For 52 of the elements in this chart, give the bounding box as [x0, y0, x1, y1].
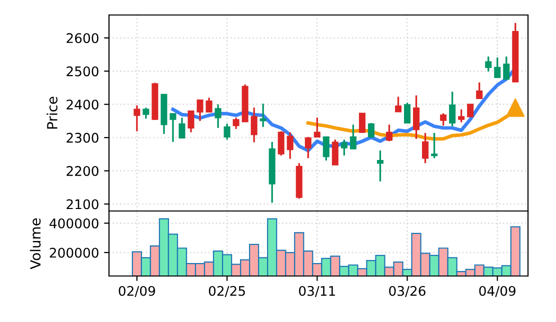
candlestick [386, 124, 392, 142]
candlestick [358, 112, 366, 134]
candlestick [404, 102, 411, 124]
y-axis-title: Volume [30, 218, 41, 270]
y-tick-label: 200000 [50, 248, 98, 258]
candlestick [440, 112, 447, 126]
candlestick [206, 96, 212, 113]
x-tick-label: 02/25 [208, 286, 245, 297]
candlestick [196, 99, 204, 122]
y-tick-label: 2300 [66, 132, 98, 143]
candlestick [413, 94, 420, 140]
candlestick [134, 104, 140, 132]
y-tick-label: 2500 [66, 66, 98, 76]
x-tick-label: 04/09 [479, 286, 516, 297]
candlestick [224, 122, 230, 140]
candlestick [304, 136, 312, 160]
candlestick [178, 116, 186, 139]
candlestick [431, 132, 438, 160]
candlestick [286, 131, 294, 160]
candlestick [485, 56, 492, 72]
x-tick-label: 02/09 [118, 286, 156, 297]
candlestick [340, 138, 348, 156]
candlestick [449, 90, 456, 128]
candlestick [142, 106, 150, 120]
y-tick-label: 2100 [66, 199, 98, 210]
y-tick-label: 2400 [66, 100, 98, 110]
candlestick [458, 108, 465, 124]
candlestick [250, 106, 258, 144]
candlestick [188, 110, 194, 134]
candlestick [394, 96, 402, 113]
candlestick [232, 116, 240, 130]
candlestick [278, 130, 284, 156]
y-axis-title: Price [46, 96, 58, 129]
candlestick [503, 56, 510, 81]
x-tick-label: 03/26 [389, 286, 426, 297]
candlestick [376, 150, 384, 182]
candlestick [322, 136, 330, 162]
candlestick [314, 116, 320, 138]
candlestick [214, 104, 222, 129]
candlestick [467, 104, 474, 118]
y-tick-label: 400000 [50, 218, 98, 228]
x-tick-label: 03/11 [299, 286, 335, 297]
candlestick [422, 132, 429, 164]
y-tick-label: 2200 [66, 166, 98, 176]
y-tick-label: 2600 [66, 33, 98, 44]
candlestick [332, 138, 338, 166]
candlestick [368, 122, 374, 139]
candlestick [170, 112, 176, 143]
candlestick [494, 56, 501, 78]
candlestick [260, 102, 266, 128]
candlestick [476, 82, 483, 100]
candlestick [350, 124, 356, 150]
